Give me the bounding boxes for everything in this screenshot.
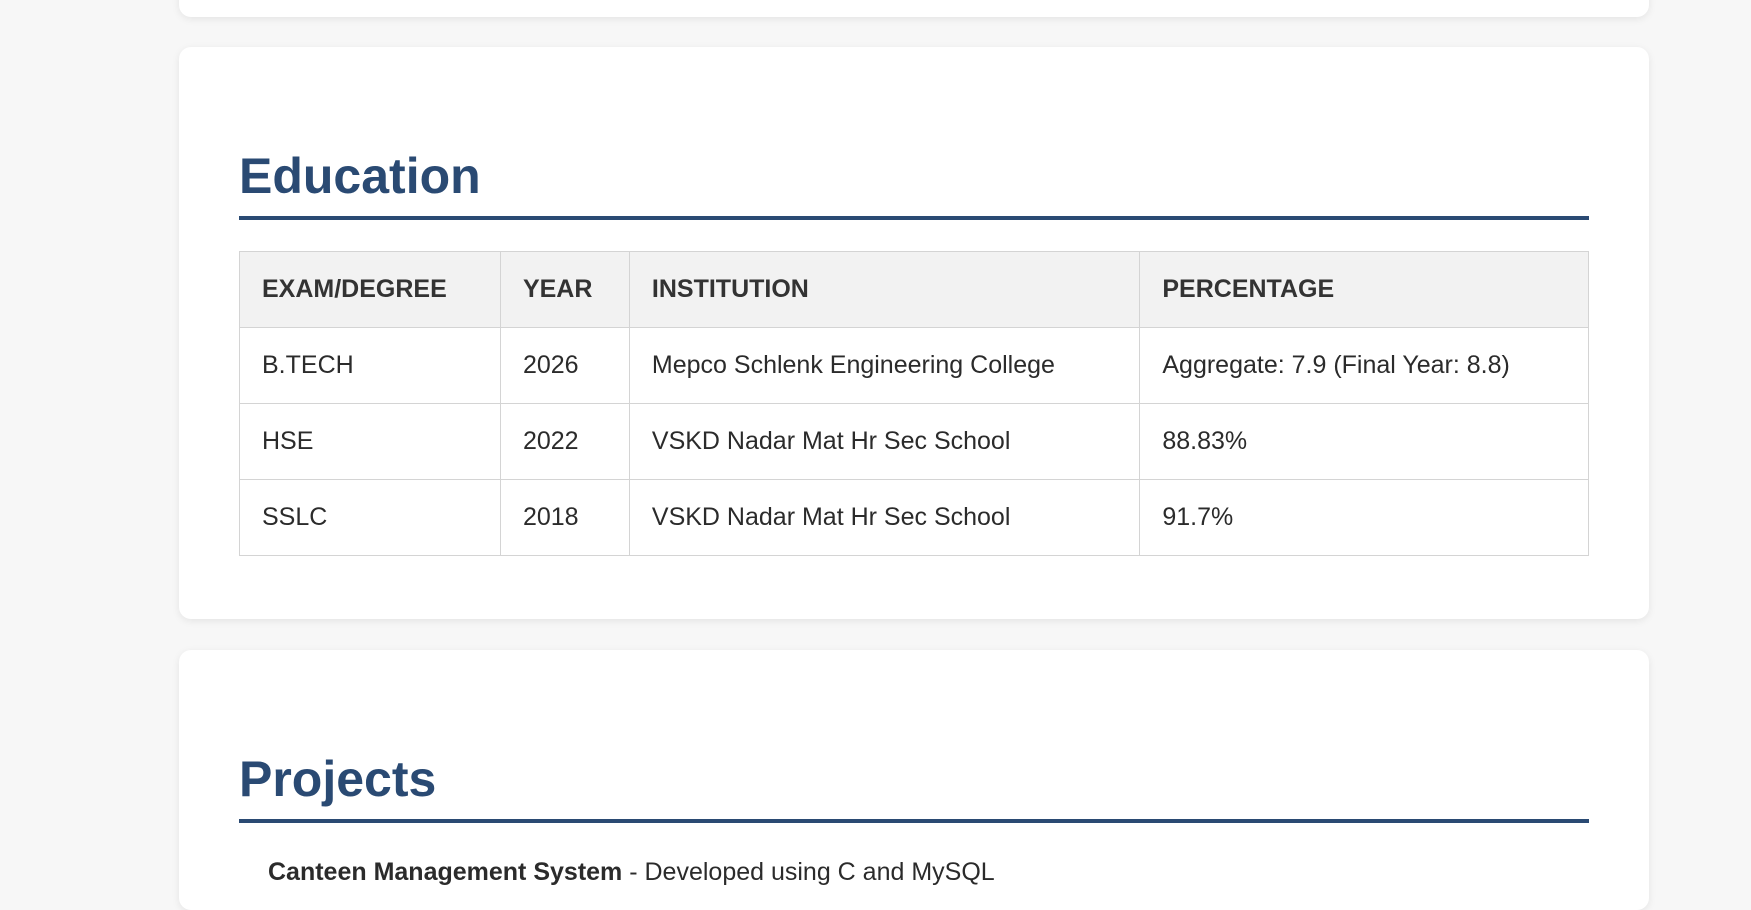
cell-institution: VSKD Nadar Mat Hr Sec School: [628, 479, 1141, 556]
education-title: Education: [239, 148, 481, 204]
cell-percentage: Aggregate: 7.9 (Final Year: 8.8): [1139, 327, 1589, 404]
projects-list: Canteen Management System - Developed us…: [268, 858, 995, 887]
header-year: YEAR: [499, 251, 630, 328]
table-row: B.TECH 2026 Mepco Schlenk Engineering Co…: [239, 327, 1589, 404]
project-name: Canteen Management System: [268, 858, 623, 886]
cell-percentage: 91.7%: [1139, 479, 1589, 556]
cell-year: 2018: [499, 479, 630, 556]
education-table: EXAM/DEGREE YEAR INSTITUTION PERCENTAGE …: [239, 251, 1589, 556]
cell-institution: VSKD Nadar Mat Hr Sec School: [628, 403, 1141, 480]
table-row: HSE 2022 VSKD Nadar Mat Hr Sec School 88…: [239, 403, 1589, 480]
cell-institution: Mepco Schlenk Engineering College: [628, 327, 1141, 404]
header-percentage: PERCENTAGE: [1139, 251, 1589, 328]
cell-degree: B.TECH: [239, 327, 501, 404]
cell-degree: SSLC: [239, 479, 501, 556]
header-institution: INSTITUTION: [628, 251, 1141, 328]
table-row: SSLC 2018 VSKD Nadar Mat Hr Sec School 9…: [239, 479, 1589, 556]
project-description: - Developed using C and MySQL: [622, 858, 995, 886]
education-divider: [239, 216, 1589, 220]
projects-title: Projects: [239, 751, 437, 807]
cell-degree: HSE: [239, 403, 501, 480]
projects-divider: [239, 819, 1589, 823]
list-item: Canteen Management System - Developed us…: [268, 858, 995, 887]
previous-section-card: [179, 0, 1649, 17]
cell-year: 2022: [499, 403, 630, 480]
header-exam-degree: EXAM/DEGREE: [239, 251, 501, 328]
cell-year: 2026: [499, 327, 630, 404]
education-card: Education EXAM/DEGREE YEAR INSTITUTION P…: [179, 47, 1649, 619]
projects-card: Projects Canteen Management System - Dev…: [179, 650, 1649, 910]
cell-percentage: 88.83%: [1139, 403, 1589, 480]
table-header-row: EXAM/DEGREE YEAR INSTITUTION PERCENTAGE: [239, 251, 1589, 328]
